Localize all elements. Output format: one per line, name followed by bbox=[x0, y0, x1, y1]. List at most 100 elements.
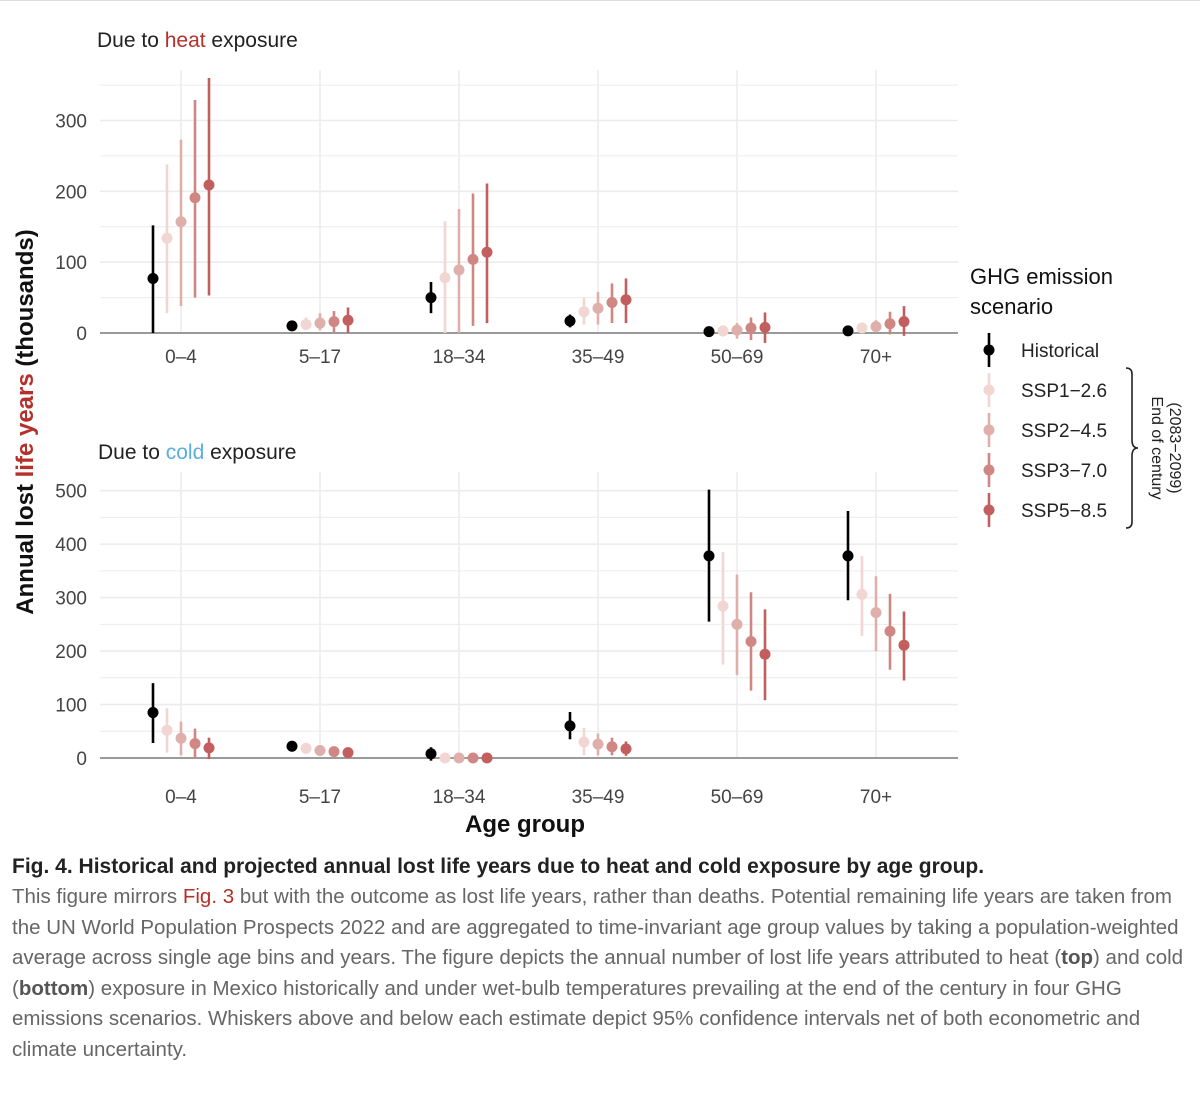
heat-point bbox=[870, 321, 882, 333]
cold-y-tick-label: 0 bbox=[76, 749, 87, 770]
heat-point bbox=[189, 192, 201, 204]
cold-point bbox=[731, 618, 743, 630]
legend-items: Historical SSP1−2.6 SSP2−4.5 SSP3−7.0 SSP5−8… bbox=[983, 333, 1107, 527]
cold-point bbox=[328, 746, 340, 758]
heat-point bbox=[898, 316, 910, 328]
cold-point bbox=[342, 747, 354, 759]
heat-y-tick-label: 300 bbox=[55, 112, 87, 133]
legend-title-line2: scenario bbox=[970, 294, 1053, 319]
figure-caption: Fig. 4. Historical and projected annual … bbox=[12, 852, 1188, 1065]
heat-y-tick-label: 0 bbox=[76, 324, 87, 345]
cold-point bbox=[189, 738, 201, 750]
heat-y-tick-label: 200 bbox=[55, 182, 87, 203]
cold-point bbox=[467, 752, 479, 764]
cold-point bbox=[147, 707, 159, 719]
cold-x-tick-label: 70+ bbox=[860, 787, 892, 808]
legend-swatch-point bbox=[983, 424, 995, 436]
cold-point bbox=[745, 635, 757, 647]
legend-item-label: SSP2−4.5 bbox=[1021, 421, 1107, 442]
heat-point bbox=[161, 232, 173, 244]
heat-x-tick-label: 18–34 bbox=[433, 347, 486, 368]
cold-point bbox=[578, 736, 590, 748]
heat-point bbox=[564, 315, 576, 327]
heat-point bbox=[703, 326, 715, 338]
cold-point bbox=[898, 639, 910, 651]
heat-point bbox=[203, 179, 215, 191]
cold-point bbox=[481, 752, 493, 764]
caption-title: Fig. 4. Historical and projected annual … bbox=[12, 852, 1188, 882]
cold-x-tick-label: 18–34 bbox=[433, 787, 486, 808]
x-axis-label: Age group bbox=[465, 811, 585, 838]
heat-point bbox=[286, 320, 298, 332]
legend-swatch-point bbox=[983, 384, 995, 396]
heat-point bbox=[620, 294, 632, 306]
cold-x-tick-label: 50–69 bbox=[711, 787, 764, 808]
heat-point bbox=[175, 216, 187, 228]
cold-y-tick-label: 400 bbox=[55, 535, 87, 556]
cold-y-tick-label: 500 bbox=[55, 482, 87, 503]
legend: GHG emission scenario Historical SSP1−2.6… bbox=[970, 264, 1183, 529]
legend-bracket bbox=[1125, 367, 1139, 529]
cold-y-tick-label: 100 bbox=[55, 696, 87, 717]
top-divider bbox=[0, 0, 1200, 1]
heat-point bbox=[717, 325, 729, 337]
cold-x-tick-label: 35–49 bbox=[572, 787, 625, 808]
heat-point bbox=[147, 272, 159, 284]
legend-bracket-line1: End of century bbox=[1148, 396, 1165, 499]
cold-point bbox=[175, 732, 187, 744]
cold-y-tick-label: 200 bbox=[55, 642, 87, 663]
legend-swatch-point bbox=[983, 504, 995, 516]
figure-3-link[interactable]: Fig. 3 bbox=[182, 885, 235, 908]
heat-point bbox=[842, 325, 854, 337]
cold-point bbox=[842, 550, 854, 562]
cold-point bbox=[439, 752, 451, 764]
heat-y-tick-label: 100 bbox=[55, 253, 87, 274]
legend-item-label: SSP5−8.5 bbox=[1021, 501, 1107, 522]
heat-point bbox=[328, 316, 340, 328]
heat-point bbox=[439, 272, 451, 284]
cold-point bbox=[606, 741, 618, 753]
heat-point bbox=[745, 322, 757, 334]
legend-item-label: SSP3−7.0 bbox=[1021, 461, 1107, 482]
heat-panel: 0 100 200 300 0–4 5–17 18–34 35–49 50–69 70+ bbox=[55, 70, 958, 368]
heat-point bbox=[314, 317, 326, 329]
caption-body: This figure mirrors Fig. 3 but with the … bbox=[12, 882, 1188, 1065]
heat-point bbox=[578, 306, 590, 318]
heat-x-tick-label: 5–17 bbox=[299, 347, 341, 368]
caption-top-emphasis: top bbox=[1061, 946, 1094, 969]
heat-point bbox=[731, 324, 743, 336]
caption-bottom-emphasis: bottom bbox=[18, 976, 89, 1000]
cold-point bbox=[314, 745, 326, 757]
legend-item-label: SSP1−2.6 bbox=[1021, 381, 1107, 402]
y-axis-label: Annual lost life years (thousands) bbox=[12, 229, 39, 614]
legend-item-label: Historical bbox=[1021, 341, 1099, 362]
cold-point bbox=[884, 625, 896, 637]
heat-point bbox=[425, 292, 437, 304]
heat-x-tick-label: 0–4 bbox=[165, 347, 197, 368]
heat-point bbox=[592, 302, 604, 314]
heat-point bbox=[759, 321, 771, 333]
caption-body-text: ) exposure in Mexico historically and un… bbox=[12, 976, 1141, 1061]
cold-y-tick-label: 300 bbox=[55, 589, 87, 610]
heat-point bbox=[300, 319, 312, 330]
cold-panel: 0 100 200 300 400 500 0–4 5–17 18–34 35–49 50–69 70… bbox=[55, 472, 958, 808]
cold-point bbox=[286, 740, 298, 752]
legend-swatch-point bbox=[983, 344, 995, 356]
legend-title-line1: GHG emission bbox=[970, 264, 1113, 289]
heat-point bbox=[884, 318, 896, 330]
heat-x-tick-label: 50–69 bbox=[711, 347, 764, 368]
cold-point bbox=[856, 588, 868, 600]
heat-point bbox=[453, 264, 465, 276]
caption-body-text: ) and cold ( bbox=[12, 946, 1184, 1000]
cold-point bbox=[717, 600, 729, 612]
cold-panel-title: Due to cold exposure bbox=[98, 441, 296, 464]
cold-point bbox=[425, 748, 437, 760]
cold-point bbox=[620, 743, 632, 755]
cold-point bbox=[592, 738, 604, 750]
cold-point bbox=[870, 607, 882, 619]
cold-point bbox=[161, 724, 173, 736]
heat-point bbox=[481, 246, 493, 258]
caption-body-text: This figure mirrors bbox=[12, 885, 183, 908]
heat-point bbox=[856, 322, 868, 334]
heat-point bbox=[467, 253, 479, 265]
